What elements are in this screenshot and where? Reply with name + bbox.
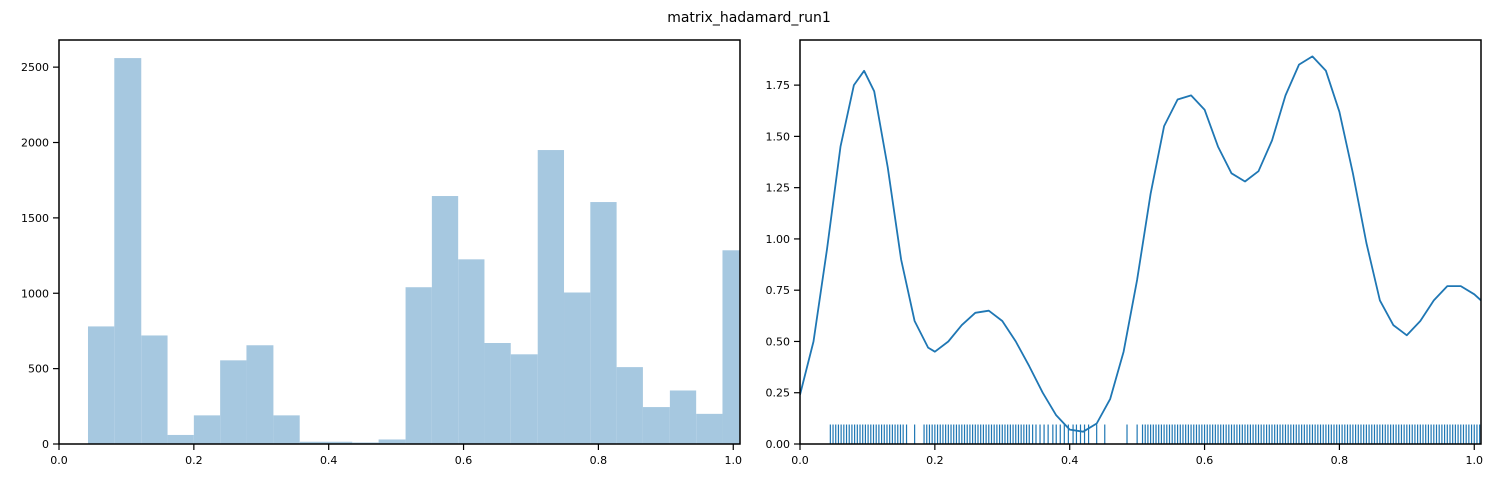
kde-axes-frame [799,39,1482,445]
histogram-bar [564,292,591,444]
histogram-bar [669,390,697,444]
hist-x-tick-label: 0.8 [590,454,608,467]
histogram-bar [352,442,379,444]
histogram-bar [167,434,194,444]
histogram-bar [696,413,723,444]
hist-x-tick-label: 0.0 [50,454,68,467]
kde-panel: 0.0 0.2 0.4 0.6 0.8 1.0 0.00 0.25 0.50 0.75 1.00 1.… [766,39,1484,467]
kde-x-tick-label: 0.6 [1196,454,1214,467]
histogram-bar [193,415,221,444]
hist-axes-frame [58,39,741,445]
histogram-bar [326,441,353,444]
hist-y-tick-label: 2500 [21,61,49,74]
hist-x-tick-label: 0.6 [455,454,473,467]
kde-x-tick-label: 0.2 [926,454,944,467]
histogram-bar [141,335,168,444]
kde-x-tick-label: 0.4 [1061,454,1079,467]
hist-x-tick-label: 0.2 [185,454,203,467]
kde-line [800,55,1481,433]
hist-y-tick-label: 500 [28,363,49,376]
histogram-bar [273,415,300,444]
histogram-bar [484,343,511,444]
kde-y-tick-label: 1.25 [766,182,791,195]
kde-y-tick-label: 0.50 [766,335,791,348]
histogram-bar [510,354,538,444]
histogram-bar [114,58,142,445]
kde-x-tick-label: 1.0 [1466,454,1484,467]
histogram-bar [299,441,327,444]
hist-y-tick-label: 1500 [21,212,49,225]
histogram-bar [431,196,459,444]
hist-y-tick-label: 0 [42,438,49,451]
hist-y-tick-label: 1000 [21,287,49,300]
kde-y-tick-label: 0.00 [766,438,791,451]
histogram-bar [378,439,406,444]
histogram-bar [642,407,670,444]
histogram-bar [405,287,432,444]
histogram-panel: 0.0 0.2 0.4 0.6 0.8 1.0 0 500 1000 1500 2000 2500 [21,39,743,467]
kde-y-tick-label: 0.75 [766,284,791,297]
histogram-bar [616,367,643,444]
histogram-bar [722,250,740,444]
kde-y-tick-label: 1.50 [766,130,791,143]
histogram-bar [246,345,274,444]
histogram-bar [537,150,565,444]
kde-x-tick-label: 0.0 [791,454,809,467]
kde-plot-area [800,55,1481,444]
histogram-bar [220,360,247,444]
histogram-bar [87,326,115,444]
hist-y-tick-label: 2000 [21,137,49,150]
kde-x-tick-label: 0.8 [1331,454,1349,467]
histogram-bar [458,259,485,444]
hist-x-tick-label: 0.4 [320,454,338,467]
kde-y-tick-label: 0.25 [766,387,791,400]
hist-x-tick-label: 1.0 [725,454,743,467]
figure-title: matrix_hadamard_run1 [667,10,831,26]
histogram-bar [590,202,617,444]
kde-y-tick-label: 1.75 [766,79,791,92]
kde-y-tick-label: 1.00 [766,233,791,246]
